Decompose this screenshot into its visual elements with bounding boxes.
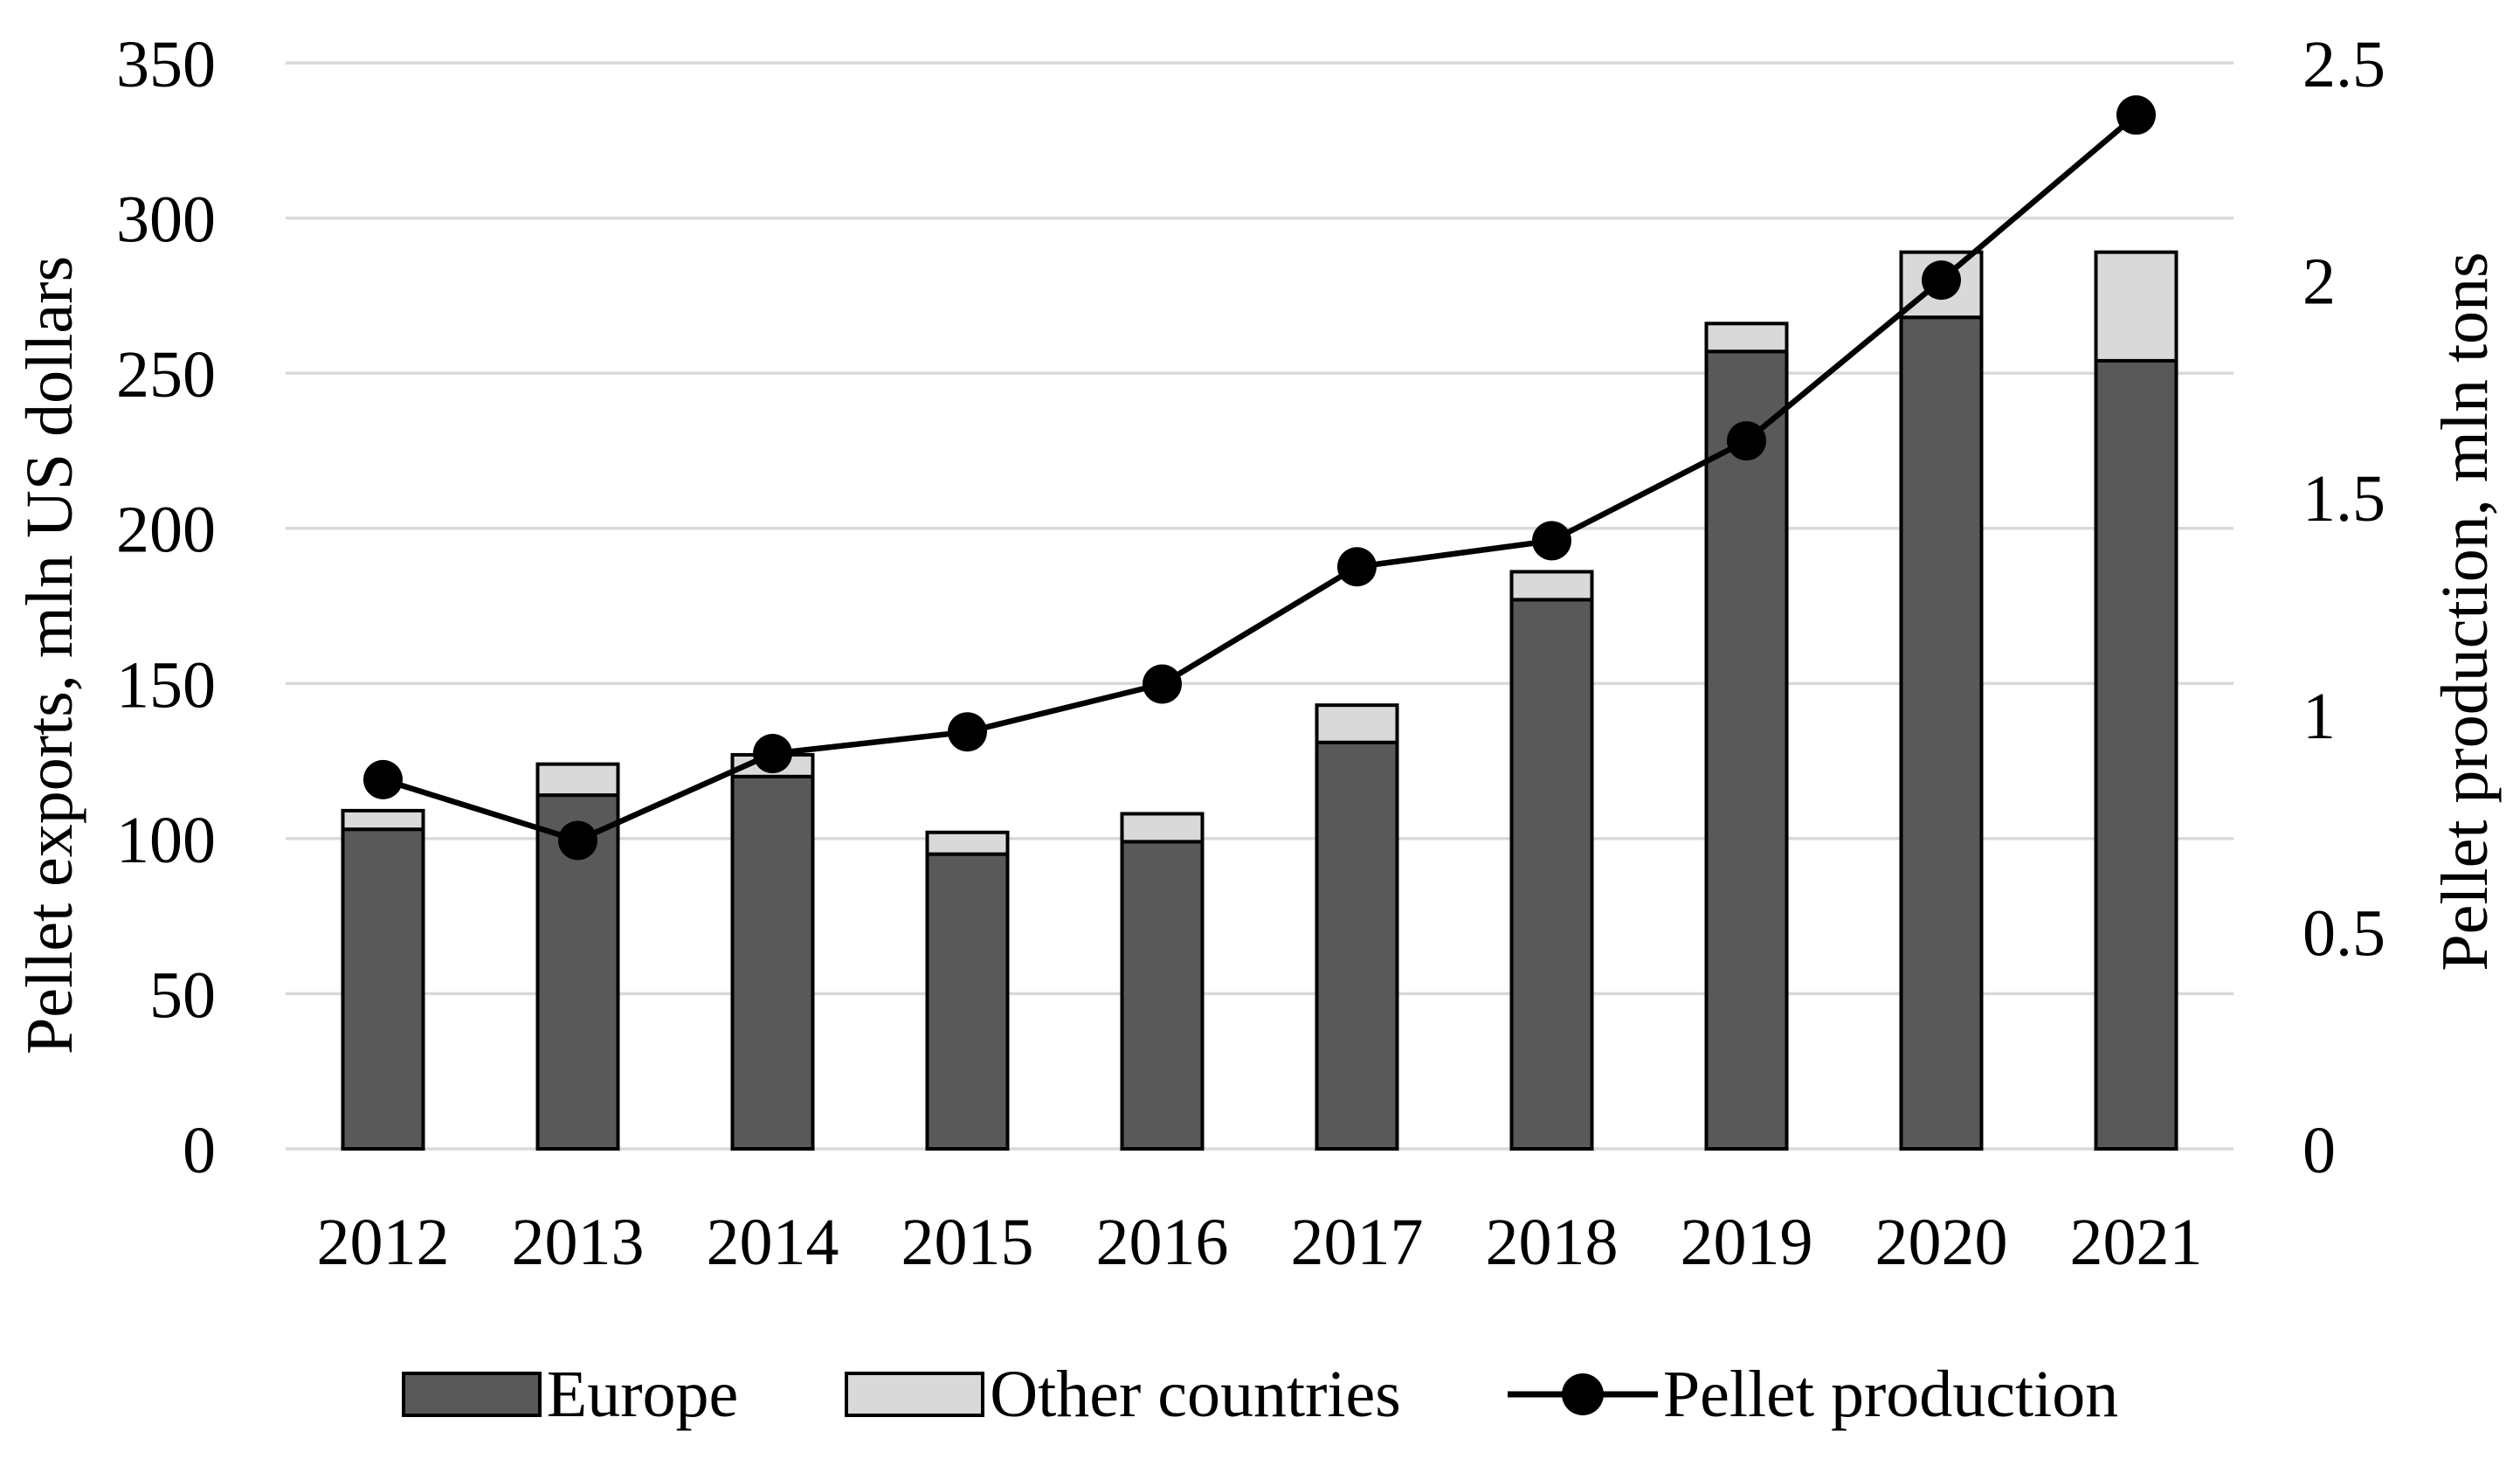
right-axis-tick-2.5: 2.5 [2303, 28, 2385, 101]
x-axis-label-2018: 2018 [1486, 1206, 1619, 1279]
bar-europe-2019 [1704, 349, 1789, 1151]
right-axis-tick-1: 1 [2303, 680, 2336, 753]
legend-marker-dot [1561, 1373, 1604, 1415]
pellet-production-marker-2014 [753, 734, 792, 774]
bar-europe-2018 [1509, 598, 1594, 1151]
x-axis-label-2013: 2013 [512, 1206, 645, 1279]
legend-item-europe: Europe [401, 1357, 739, 1433]
x-axis-label-2012: 2012 [317, 1206, 450, 1279]
bar-other-countries-2019 [1704, 322, 1789, 354]
right-axis-tick-1.5: 1.5 [2303, 462, 2385, 536]
left-axis-tick-200: 200 [116, 494, 216, 567]
pellet-production-marker-2018 [1532, 521, 1571, 561]
x-axis-label-2014: 2014 [707, 1206, 839, 1279]
legend-line-marker-icon [1507, 1368, 1658, 1421]
legend-item-pellet-production: Pellet production [1507, 1357, 2119, 1433]
bar-europe-2014 [730, 774, 815, 1151]
bar-europe-2015 [925, 852, 1010, 1151]
pellet-production-marker-2017 [1337, 547, 1377, 587]
pellet-production-marker-2016 [1143, 664, 1182, 704]
x-axis-label-2017: 2017 [1291, 1206, 1424, 1279]
pellet-production-line [382, 113, 2138, 844]
x-axis-label-2020: 2020 [1875, 1206, 2008, 1279]
left-axis-tick-350: 350 [116, 28, 216, 101]
left-axis-tick-300: 300 [116, 183, 216, 257]
legend: Europe Other countries Pellet production [0, 1358, 2520, 1431]
bar-europe-2012 [341, 827, 425, 1151]
pellet-production-marker-2012 [363, 759, 403, 799]
legend-label-other-countries: Other countries [990, 1357, 1401, 1431]
bar-other-countries-2015 [925, 830, 1010, 856]
legend-item-other-countries: Other countries [845, 1357, 1401, 1433]
x-axis-label-2019: 2019 [1681, 1206, 1813, 1279]
pellet-production-marker-2015 [948, 712, 987, 752]
bar-other-countries-2018 [1509, 570, 1594, 602]
legend-label-pellet-production: Pellet production [1662, 1357, 2119, 1431]
pellet-production-marker-2019 [1727, 421, 1766, 461]
x-axis-label-2016: 2016 [1096, 1206, 1229, 1279]
left-axis-tick-250: 250 [116, 338, 216, 411]
bar-other-countries-2012 [341, 808, 425, 832]
bar-other-countries-2013 [535, 762, 620, 798]
legend-label-europe: Europe [546, 1357, 739, 1431]
left-axis-tick-50: 50 [149, 958, 216, 1032]
legend-swatch-other-countries-icon [845, 1372, 985, 1417]
legend-swatch-europe-icon [401, 1372, 542, 1417]
right-axis-tick-2: 2 [2303, 245, 2336, 319]
bar-other-countries-2021 [2094, 250, 2178, 363]
pellet-production-marker-2020 [1922, 260, 1961, 301]
bar-europe-2017 [1315, 740, 1399, 1151]
right-axis-tick-0: 0 [2303, 1114, 2336, 1187]
bar-other-countries-2017 [1315, 703, 1399, 744]
left-axis-tick-0: 0 [183, 1114, 216, 1187]
left-axis-tick-100: 100 [116, 804, 216, 877]
left-axis-tick-150: 150 [116, 648, 216, 722]
pellet-production-marker-2013 [558, 820, 597, 861]
bar-europe-2021 [2094, 358, 2178, 1151]
bar-other-countries-2016 [1120, 812, 1205, 844]
right-axis-title: Pellet production, mln tons [2428, 252, 2502, 972]
right-axis-tick-0.5: 0.5 [2303, 896, 2385, 970]
x-axis-label-2021: 2021 [2070, 1206, 2203, 1279]
x-axis-label-2015: 2015 [901, 1206, 1034, 1279]
pellet-production-marker-2021 [2116, 95, 2156, 135]
bar-europe-2020 [1899, 315, 1984, 1151]
bar-europe-2016 [1120, 840, 1205, 1151]
